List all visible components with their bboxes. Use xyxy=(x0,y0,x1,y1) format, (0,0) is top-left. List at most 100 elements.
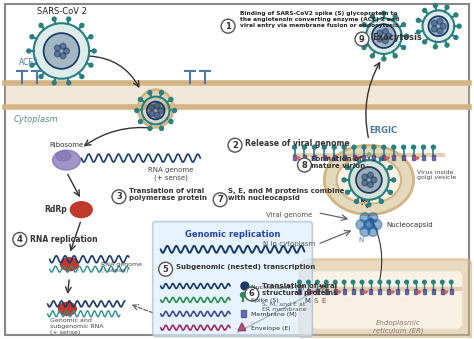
Circle shape xyxy=(362,180,368,186)
Wedge shape xyxy=(389,291,394,294)
Circle shape xyxy=(396,280,400,284)
Circle shape xyxy=(149,111,155,116)
Bar xyxy=(343,289,346,294)
Wedge shape xyxy=(295,157,300,160)
Circle shape xyxy=(322,145,326,149)
Bar xyxy=(316,289,319,294)
Bar xyxy=(423,289,426,294)
Text: M: M xyxy=(304,298,310,304)
Circle shape xyxy=(362,23,366,27)
Circle shape xyxy=(382,145,386,149)
Circle shape xyxy=(414,280,417,284)
Circle shape xyxy=(316,280,319,284)
Text: Translation of viral
structural proteins: Translation of viral structural proteins xyxy=(262,282,337,296)
Circle shape xyxy=(392,145,396,149)
Text: Cytoplasm: Cytoplasm xyxy=(14,116,58,124)
Wedge shape xyxy=(309,291,314,294)
Circle shape xyxy=(245,287,259,301)
Circle shape xyxy=(388,165,392,170)
Text: 7: 7 xyxy=(217,195,223,204)
Ellipse shape xyxy=(53,150,80,170)
Text: Formation of
mature virion: Formation of mature virion xyxy=(311,156,365,168)
Polygon shape xyxy=(238,323,246,331)
Circle shape xyxy=(368,213,378,223)
Circle shape xyxy=(13,233,27,246)
Circle shape xyxy=(360,213,370,223)
Bar xyxy=(363,155,365,160)
Circle shape xyxy=(30,63,34,67)
Circle shape xyxy=(292,145,297,149)
Circle shape xyxy=(80,23,84,27)
Ellipse shape xyxy=(70,202,92,218)
Circle shape xyxy=(160,126,164,131)
Circle shape xyxy=(64,48,69,54)
Circle shape xyxy=(332,145,336,149)
Circle shape xyxy=(378,280,382,284)
Circle shape xyxy=(422,10,454,42)
Bar xyxy=(303,155,306,160)
Circle shape xyxy=(148,91,152,95)
Circle shape xyxy=(416,30,420,34)
Circle shape xyxy=(60,53,66,59)
Circle shape xyxy=(355,199,358,203)
Circle shape xyxy=(352,145,356,149)
Text: SARS-CoV 2: SARS-CoV 2 xyxy=(36,7,86,16)
Circle shape xyxy=(55,51,60,57)
Circle shape xyxy=(89,63,93,67)
Bar xyxy=(432,155,435,160)
Circle shape xyxy=(387,280,391,284)
Wedge shape xyxy=(363,291,367,294)
Bar xyxy=(396,289,399,294)
Text: Release of viral genome: Release of viral genome xyxy=(245,139,349,148)
Circle shape xyxy=(423,280,426,284)
Circle shape xyxy=(369,280,373,284)
Bar xyxy=(325,289,328,294)
Circle shape xyxy=(372,145,376,149)
Text: Endoplasmic
reticulum (ER): Endoplasmic reticulum (ER) xyxy=(374,320,424,334)
Circle shape xyxy=(431,20,438,26)
Circle shape xyxy=(160,91,164,95)
Circle shape xyxy=(377,36,383,42)
Circle shape xyxy=(449,280,453,284)
Ellipse shape xyxy=(337,156,401,204)
Text: RNA genome
(+ sense): RNA genome (+ sense) xyxy=(148,167,193,181)
Circle shape xyxy=(454,36,458,39)
Wedge shape xyxy=(336,291,341,294)
Bar xyxy=(352,289,355,294)
Circle shape xyxy=(360,226,370,236)
Circle shape xyxy=(371,177,377,183)
Circle shape xyxy=(362,174,368,180)
Bar xyxy=(323,155,326,160)
Text: S: S xyxy=(313,298,318,304)
Wedge shape xyxy=(414,157,419,160)
Circle shape xyxy=(437,28,443,34)
Circle shape xyxy=(445,43,449,47)
Circle shape xyxy=(401,45,406,49)
Bar xyxy=(383,155,385,160)
Circle shape xyxy=(158,107,164,114)
Text: Genomic replication: Genomic replication xyxy=(185,230,280,239)
Circle shape xyxy=(342,145,346,149)
Circle shape xyxy=(367,172,374,178)
Circle shape xyxy=(386,33,392,39)
Bar xyxy=(422,155,425,160)
Wedge shape xyxy=(355,157,359,160)
Circle shape xyxy=(173,108,176,113)
Circle shape xyxy=(454,13,458,17)
Text: ACE2: ACE2 xyxy=(19,58,39,67)
Circle shape xyxy=(89,35,93,39)
Circle shape xyxy=(298,280,301,284)
Circle shape xyxy=(147,102,164,119)
Bar xyxy=(378,289,381,294)
FancyBboxPatch shape xyxy=(300,259,473,339)
Circle shape xyxy=(383,28,388,34)
Circle shape xyxy=(440,280,444,284)
Circle shape xyxy=(159,262,173,276)
Ellipse shape xyxy=(61,258,78,271)
Circle shape xyxy=(52,17,56,21)
Circle shape xyxy=(302,145,306,149)
Circle shape xyxy=(362,145,366,149)
Circle shape xyxy=(30,35,34,39)
Circle shape xyxy=(135,108,139,113)
Text: Envelope (E): Envelope (E) xyxy=(251,326,291,331)
